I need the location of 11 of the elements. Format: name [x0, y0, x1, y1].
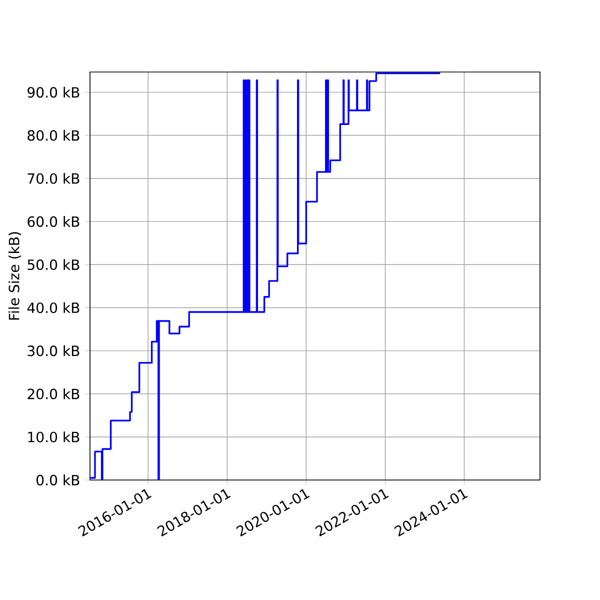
y-tick-label: 90.0 kB — [28, 86, 80, 98]
y-tick-label: 70.0 kB — [28, 172, 80, 184]
y-axis-title: File Size (kB) — [8, 232, 22, 320]
y-tick-label: 30.0 kB — [28, 345, 80, 356]
y-tick-label: 40.0 kB — [27, 302, 80, 314]
y-tick-label: 50.0 kB — [28, 259, 80, 270]
y-tick-label: 10.0 kB — [28, 431, 80, 442]
y-tick-label: 20.0 kB — [28, 388, 80, 400]
y-tick-label: 0.0 kB — [36, 474, 80, 486]
y-tick-label: 60.0 kB — [28, 216, 80, 227]
y-tick-label: 80.0 kB — [28, 130, 80, 141]
